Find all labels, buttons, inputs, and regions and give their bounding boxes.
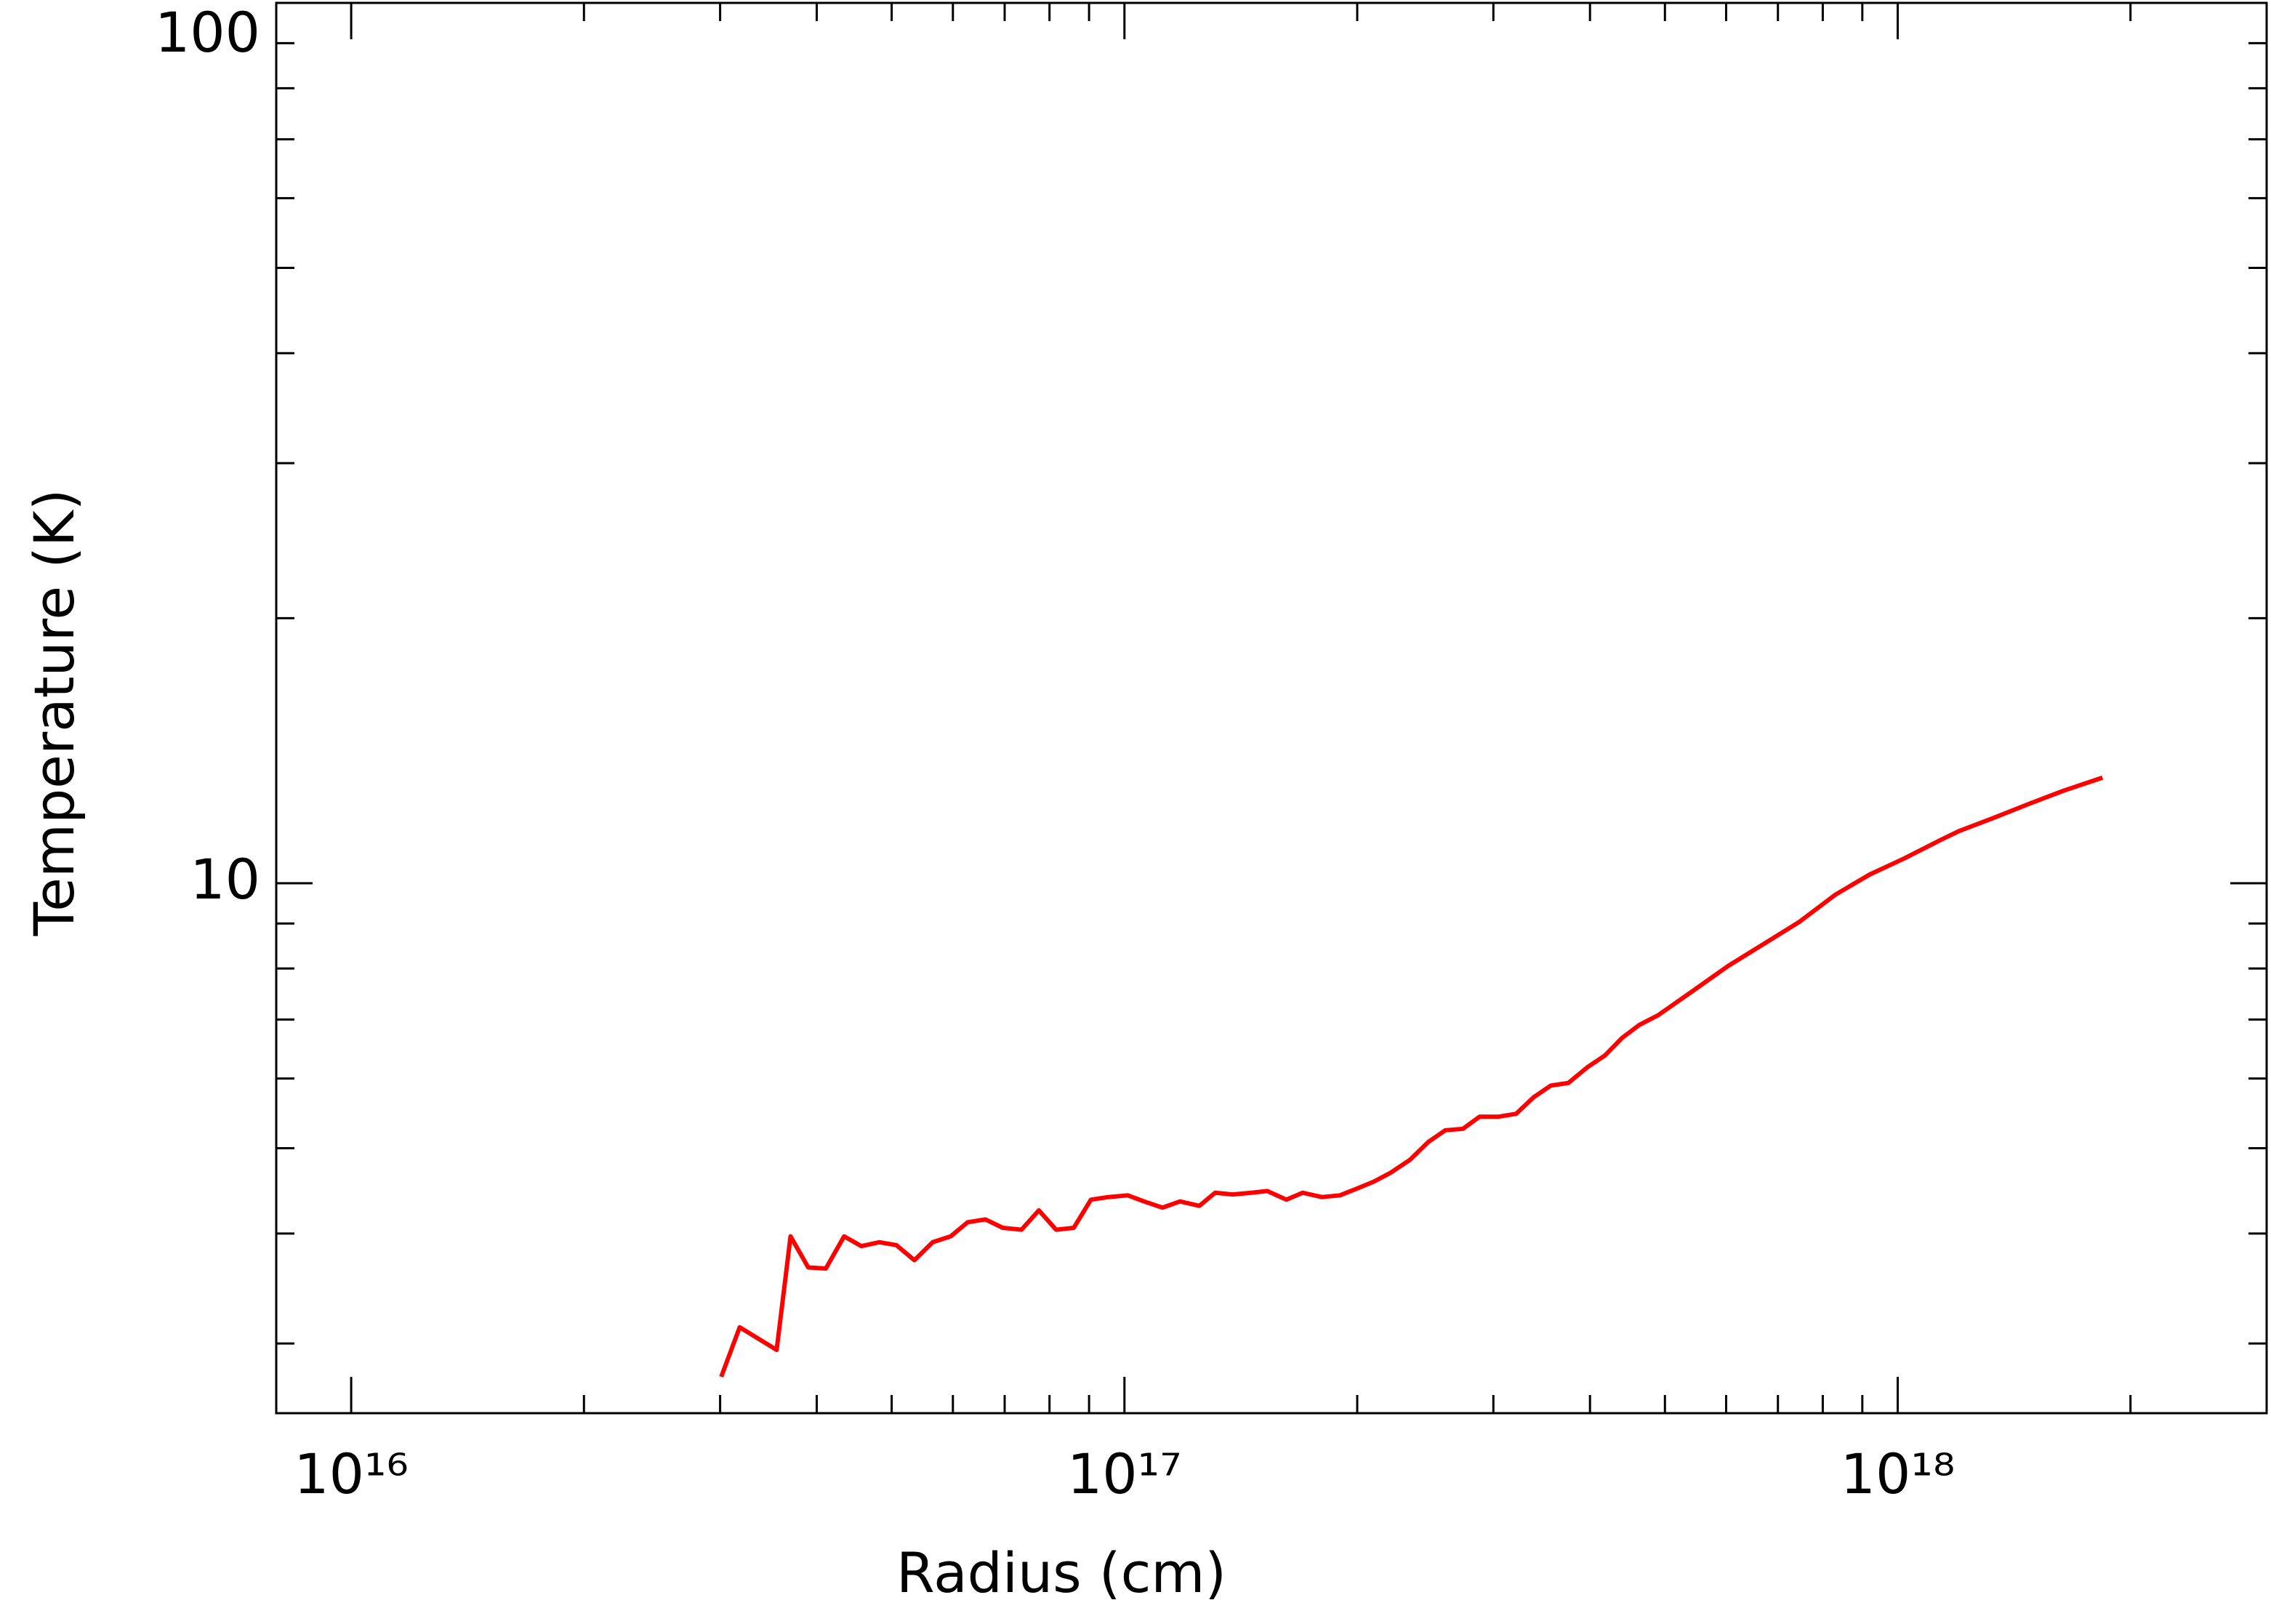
data-line [719,775,2104,1378]
x-tick-label: 10¹⁶ [294,1442,409,1506]
x-tick-label: 10¹⁸ [1841,1442,1956,1506]
x-tick-label: 10¹⁷ [1067,1442,1182,1506]
plot-frame [275,1,2268,1415]
y-tick-label: 100 [155,0,260,65]
y-axis-label: Temperature (K) [22,489,87,937]
y-tick-label: 10 [190,847,260,912]
x-axis-label: Radius (cm) [896,1540,1226,1605]
